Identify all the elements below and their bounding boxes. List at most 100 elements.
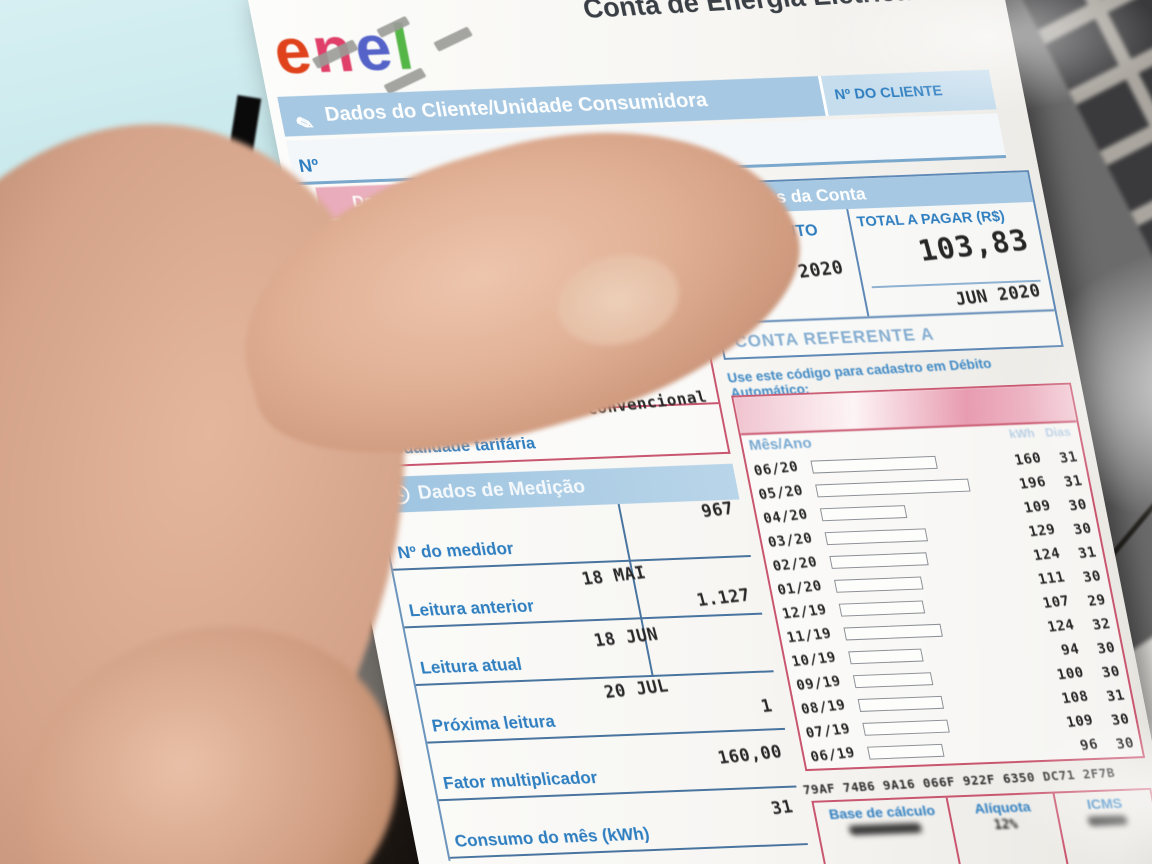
- logo-dash: [433, 26, 473, 52]
- history-kwh: 196: [1017, 473, 1049, 493]
- history-days: 32: [1090, 615, 1113, 634]
- history-bar: [819, 502, 983, 522]
- history-days: 30: [1081, 568, 1104, 586]
- measurement-label: Leitura anterior: [407, 596, 536, 621]
- history-kwh: 94: [1059, 640, 1082, 659]
- measurement-value: 31: [768, 796, 796, 820]
- unit-row-label: Modalidade tarifária: [377, 434, 537, 459]
- base-calc-cell: Base de cálculo: [813, 797, 964, 864]
- measurement-value: 1: [759, 696, 776, 717]
- unit-table: Subgrupo B1 RESIDENCIAL Classe RESIDENCI…: [321, 205, 731, 468]
- history-kwh: 111: [1036, 569, 1068, 588]
- history-month: 08/19: [799, 697, 848, 718]
- unit-row-label: Classe: [357, 338, 415, 359]
- history-month: 09/19: [794, 673, 843, 694]
- icms-cell: ICMS: [1055, 790, 1152, 864]
- measurement-label: Próxima leitura: [430, 711, 557, 736]
- measurement-date: 18 MAI: [579, 562, 649, 590]
- measurement-header-label: Dados de Medição: [416, 476, 587, 504]
- unit-row-value: RESIDENCIAL: [377, 311, 493, 342]
- history-bar: [862, 717, 1025, 737]
- client-header: Dados do Cliente/Unidade Consumidora: [322, 89, 710, 126]
- total-cell: TOTAL A PAGAR (R$) 103,83 JUN 2020: [848, 202, 1054, 316]
- history-month: 02/20: [770, 554, 820, 575]
- measurement-label: Consumo do mês (kWh): [452, 824, 652, 851]
- rate-cell: Alíquota 12%: [947, 793, 1072, 864]
- due-date-value: 06 JUL 2020: [717, 257, 846, 292]
- reference-month: JUN 2020: [953, 280, 1044, 310]
- history-month: 06/20: [752, 458, 801, 480]
- unit-row-value: B1: [542, 219, 568, 241]
- unit-row-label: Tipo de Fornecimento: [368, 386, 544, 411]
- history-kwh: 109: [1064, 712, 1096, 731]
- history-bar: [824, 526, 988, 546]
- history-bar: [838, 598, 1002, 618]
- history-days: 30: [1109, 711, 1132, 729]
- history-month: 06/19: [808, 744, 857, 766]
- month-year-header: Mês/Ano: [747, 434, 814, 454]
- history-bar: [867, 741, 1030, 761]
- history-days: 31: [1104, 687, 1127, 705]
- history-kwh: 108: [1060, 688, 1091, 708]
- history-bar: [810, 455, 973, 475]
- kwh-header: kWh: [1007, 426, 1036, 441]
- history-days: 30: [1100, 663, 1123, 682]
- client-number-cell: Nº DO CLIENTE: [817, 69, 997, 116]
- measurement-table: Nº do medidor 967 Leitura anterior 18 MA…: [379, 498, 809, 861]
- history-kwh: 96: [1078, 736, 1101, 755]
- history-days: 30: [1095, 639, 1118, 658]
- history-bar: [834, 574, 997, 594]
- account-box: Dados da Conta VENCIMENTO 06 JUL 2020 TO…: [689, 170, 1064, 360]
- client-row-label: Nº: [297, 155, 321, 177]
- measurement-value: 160,00: [715, 741, 785, 769]
- history-bar: [843, 621, 1006, 641]
- consumption-history-table: Mês/Ano kWh Dias 06/20 160 31 05/20 196 …: [731, 382, 1146, 772]
- magnifier-icon: [702, 190, 723, 208]
- history-month: 07/19: [803, 720, 853, 742]
- bill-title: Conta de Energia Elétrica: [529, 0, 964, 28]
- tax-calc-table: Base de cálculo Alíquota 12% ICMS: [811, 787, 1152, 864]
- history-month: 01/20: [775, 577, 824, 599]
- history-days: 31: [1062, 472, 1085, 491]
- icms-label: ICMS: [1085, 795, 1124, 813]
- icms-value-smudge: [1086, 814, 1129, 827]
- history-bar: [829, 550, 992, 570]
- history-days: 30: [1067, 496, 1090, 515]
- history-month: 12/19: [780, 601, 829, 623]
- cell-divider: [393, 216, 405, 265]
- rate-value: 12%: [992, 817, 1020, 833]
- history-kwh: 129: [1027, 521, 1058, 541]
- history-kwh: 124: [1045, 616, 1077, 636]
- history-month: 03/20: [766, 530, 815, 551]
- history-bar: [857, 693, 1021, 713]
- due-date-label: VENCIMENTO: [709, 222, 820, 244]
- history-bar: [848, 645, 1011, 665]
- history-days: 31: [1076, 544, 1099, 562]
- measurement-value: 967: [698, 498, 736, 522]
- history-bar: [815, 478, 978, 498]
- history-days: 29: [1086, 591, 1108, 610]
- base-calc-label: Base de cálculo: [827, 802, 937, 823]
- total-value: 103,83: [914, 222, 1033, 269]
- measurement-label: Fator multiplicador: [441, 768, 600, 793]
- history-month: 05/20: [756, 482, 805, 504]
- history-kwh: 100: [1055, 664, 1087, 684]
- measurement-date: 18 JUN: [592, 624, 661, 652]
- history-month: 11/19: [785, 625, 834, 647]
- history-days: 30: [1071, 520, 1094, 539]
- history-bar: [852, 669, 1016, 689]
- unit-row-label: Subgrupo: [413, 233, 496, 255]
- history-month: 10/19: [789, 649, 838, 670]
- clock-icon: [389, 484, 410, 505]
- history-kwh: 124: [1031, 545, 1063, 565]
- history-month: 04/20: [761, 506, 810, 527]
- history-kwh: 107: [1041, 592, 1072, 612]
- days-header: Dias: [1043, 424, 1072, 440]
- measurement-date: 20 JUL: [602, 676, 671, 703]
- due-date-cell: VENCIMENTO 06 JUL 2020: [697, 209, 870, 323]
- pencil-icon: ✎: [292, 111, 319, 138]
- account-header-label: Dados da Conta: [730, 183, 868, 209]
- measurement-label: Nº do medidor: [395, 539, 516, 563]
- history-kwh: 160: [1012, 449, 1044, 469]
